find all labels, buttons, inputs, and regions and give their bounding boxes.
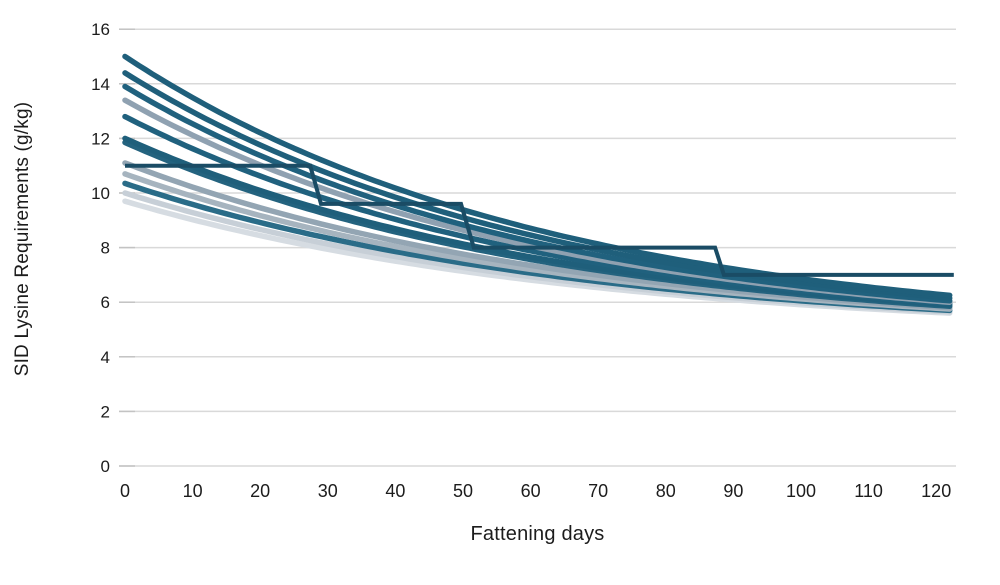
- x-tick-label: 80: [656, 481, 676, 501]
- y-tick-label: 2: [101, 402, 110, 421]
- x-tick-label: 70: [588, 481, 608, 501]
- x-tick-label: 20: [250, 481, 270, 501]
- y-tick-label: 14: [91, 75, 110, 94]
- y-tick-label: 10: [91, 184, 110, 203]
- y-axis-title: SID Lysine Requirements (g/kg): [12, 101, 33, 377]
- y-tick-label: 4: [101, 348, 110, 367]
- x-tick-label: 40: [385, 481, 405, 501]
- x-tick-label: 120: [921, 481, 951, 501]
- x-tick-label: 50: [453, 481, 473, 501]
- x-tick-label: 100: [786, 481, 816, 501]
- step-feeding-program: [125, 163, 954, 277]
- x-tick-label: 30: [318, 481, 338, 501]
- requirement-curve-2: [122, 70, 953, 301]
- y-tick-label: 16: [91, 20, 110, 39]
- x-tick-label: 110: [854, 481, 883, 501]
- requirement-curve-1: [122, 53, 953, 299]
- requirement-curve-3: [122, 83, 953, 304]
- y-tick-label: 12: [91, 129, 110, 148]
- x-tick-label: 90: [723, 481, 743, 501]
- x-tick-label: 60: [521, 481, 541, 501]
- x-tick-label: 10: [183, 481, 203, 501]
- x-tick-label: 0: [120, 481, 130, 501]
- y-tick-label: 0: [101, 457, 110, 476]
- y-tick-label: 8: [101, 239, 110, 258]
- y-tick-label: 6: [101, 293, 110, 312]
- x-axis-title: Fattening days: [470, 523, 605, 545]
